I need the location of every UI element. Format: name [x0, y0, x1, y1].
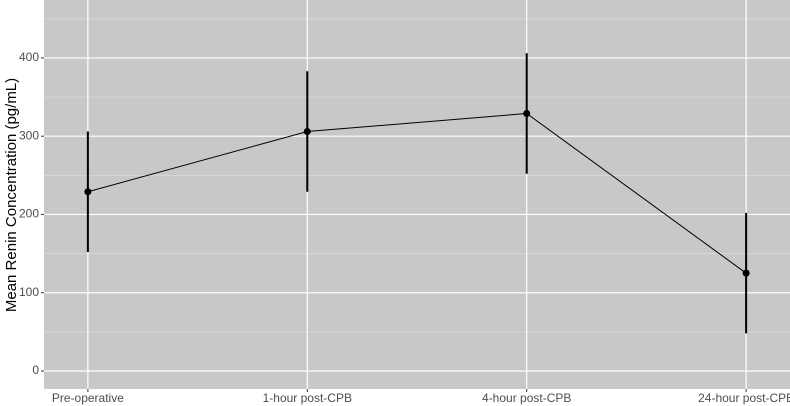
x-tick-label: Pre-operative: [52, 391, 124, 405]
y-tick-label: 300: [19, 128, 39, 142]
x-tick-label: 1-hour post-CPB: [263, 391, 352, 405]
y-tick-label: 0: [32, 363, 39, 377]
y-axis-label: Mean Renin Concentration (pg/mL): [3, 78, 20, 312]
y-tick-label: 100: [19, 285, 39, 299]
x-tick-label: 24-hour post-CPB: [698, 391, 790, 405]
point: [303, 127, 311, 135]
y-tick-label: 200: [19, 207, 39, 221]
point: [742, 269, 750, 277]
y-tick-label: 400: [19, 50, 39, 64]
x-tick-label: 4-hour post-CPB: [482, 391, 571, 405]
line: [87, 112, 747, 274]
point: [84, 188, 92, 196]
panel: [44, 0, 790, 389]
point: [523, 109, 531, 117]
